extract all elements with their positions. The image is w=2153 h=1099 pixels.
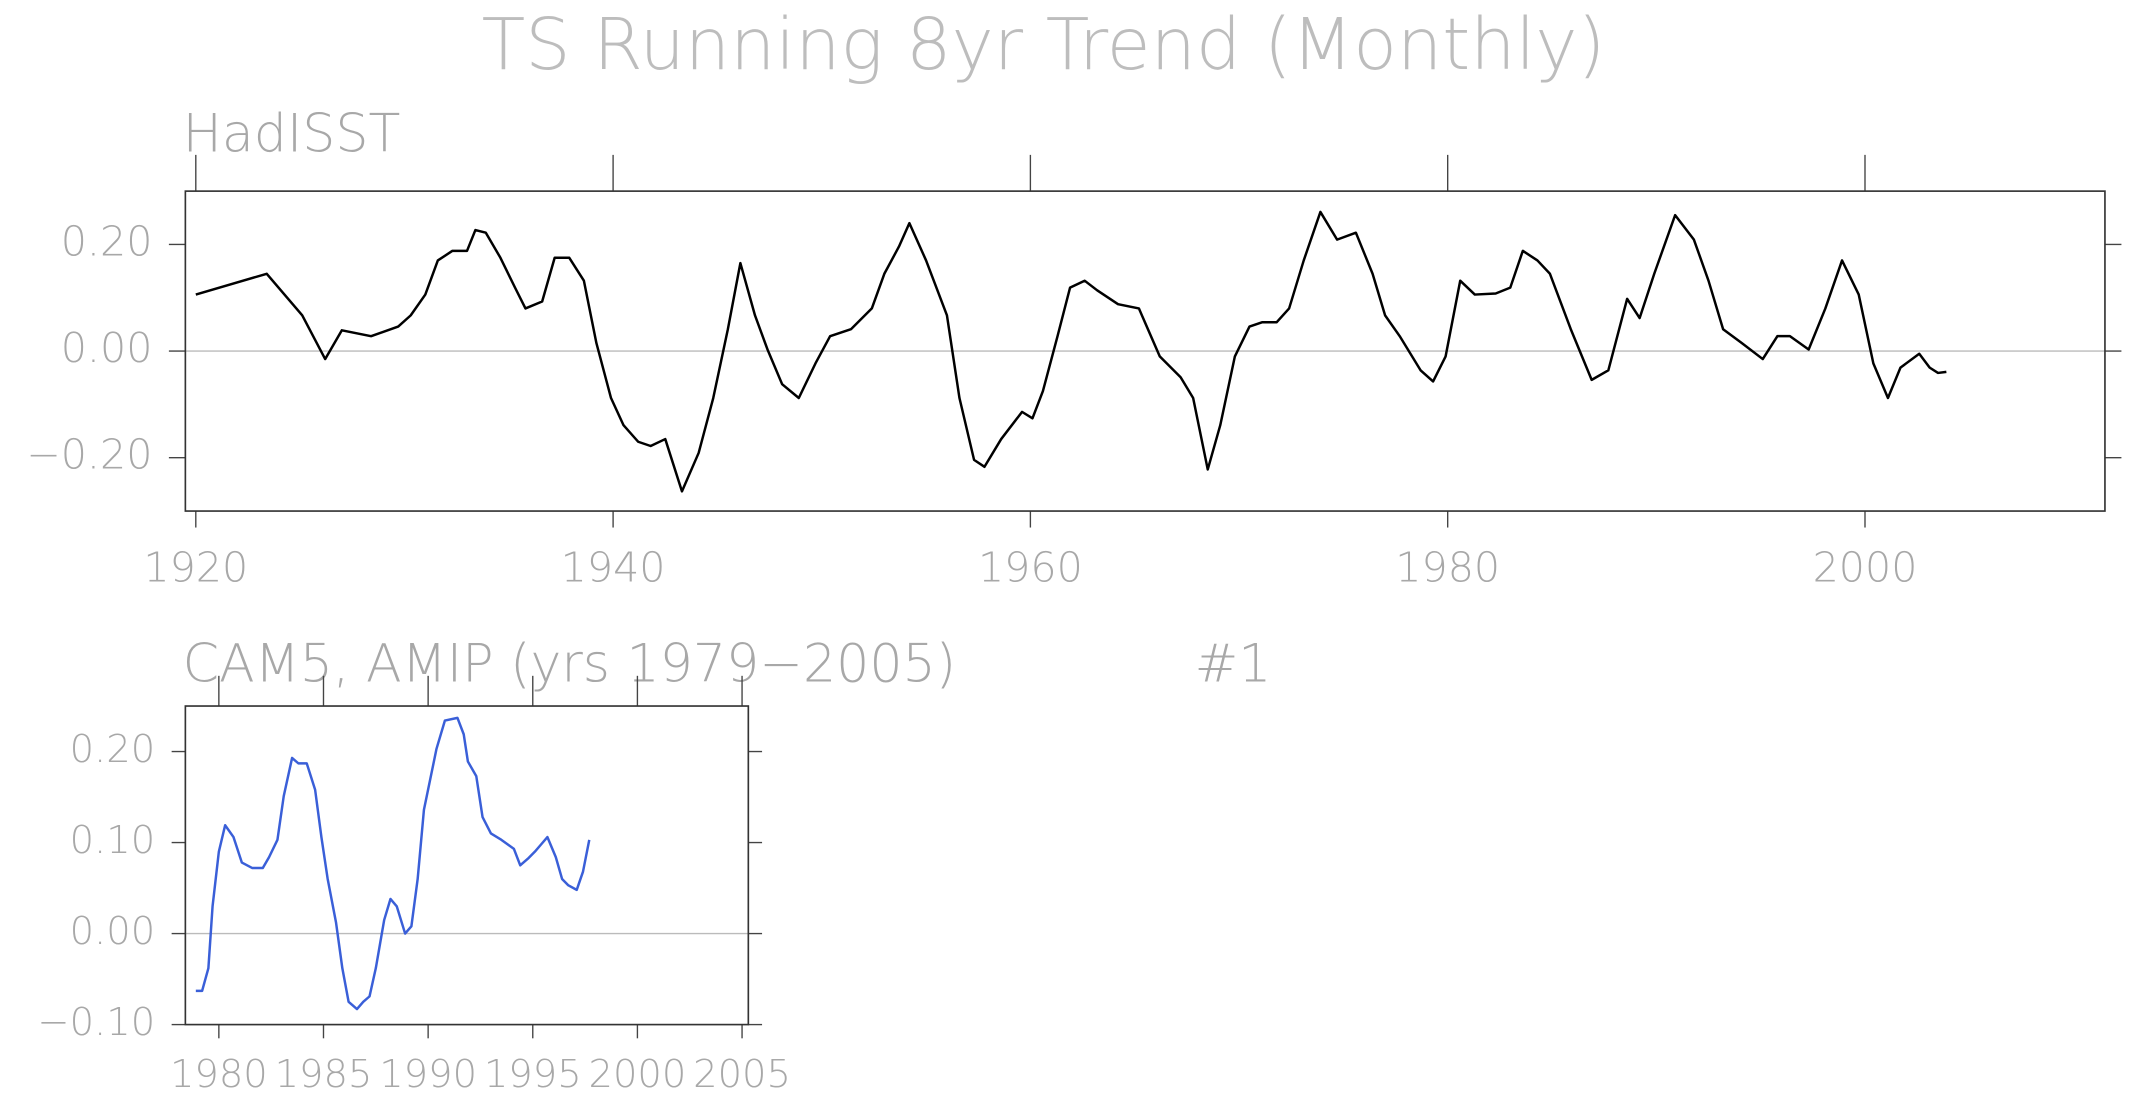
subtitle: CAM5, AMIP (yrs 1979−2005)	[183, 635, 956, 695]
y-tick-label: −0.20	[26, 431, 152, 479]
panel-label: #1	[1195, 635, 1272, 695]
y-tick-label: 0.00	[70, 909, 156, 954]
data-line	[195, 716, 591, 1011]
x-tick-label: 1980	[1395, 543, 1500, 591]
data-line	[195, 210, 1947, 493]
page-title: TS Running 8yr Trend (Monthly)	[482, 3, 1606, 86]
x-tick-label: 1990	[379, 1052, 477, 1097]
y-tick-label: 0.20	[70, 727, 156, 772]
x-tick-label: 1985	[275, 1052, 373, 1097]
subtitle: HadISST	[183, 105, 401, 165]
x-tick-label: 1960	[978, 543, 1083, 591]
x-tick-label: 1940	[561, 543, 666, 591]
x-tick-label: 2005	[693, 1052, 791, 1097]
x-tick-label: 2000	[1813, 543, 1918, 591]
x-tick-label: 1995	[484, 1052, 582, 1097]
y-tick-label: −0.10	[37, 1000, 155, 1045]
plot-frame	[184, 190, 2106, 512]
y-tick-label: 0.10	[70, 818, 156, 863]
y-tick-label: 0.00	[61, 324, 153, 372]
x-tick-label: 1980	[170, 1052, 268, 1097]
plot-frame	[184, 705, 750, 1026]
x-tick-label: 1920	[143, 543, 248, 591]
x-tick-label: 2000	[588, 1052, 686, 1097]
y-tick-label: 0.20	[61, 217, 153, 265]
